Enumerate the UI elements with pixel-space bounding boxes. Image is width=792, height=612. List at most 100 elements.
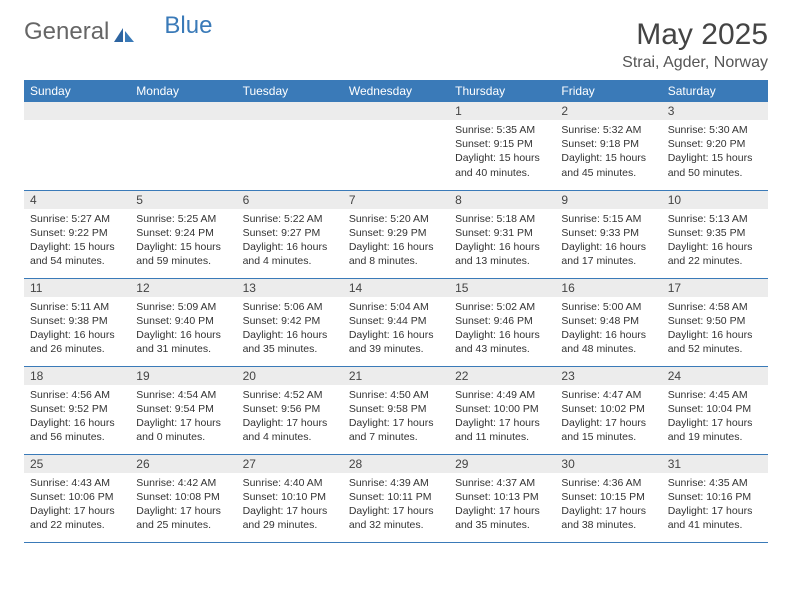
sunset-text: Sunset: 10:02 PM <box>561 402 655 416</box>
sunset-text: Sunset: 9:33 PM <box>561 226 655 240</box>
calendar-cell: 10Sunrise: 5:13 AMSunset: 9:35 PMDayligh… <box>662 190 768 278</box>
day-info: Sunrise: 5:35 AMSunset: 9:15 PMDaylight:… <box>449 120 555 184</box>
day-info: Sunrise: 4:37 AMSunset: 10:13 PMDaylight… <box>449 473 555 537</box>
daylight-text: Daylight: 16 hours and 43 minutes. <box>455 328 549 356</box>
calendar-cell: 9Sunrise: 5:15 AMSunset: 9:33 PMDaylight… <box>555 190 661 278</box>
day-number: 3 <box>662 102 768 120</box>
day-info: Sunrise: 5:15 AMSunset: 9:33 PMDaylight:… <box>555 209 661 273</box>
sunrise-text: Sunrise: 5:06 AM <box>243 300 337 314</box>
day-info: Sunrise: 4:42 AMSunset: 10:08 PMDaylight… <box>130 473 236 537</box>
day-info: Sunrise: 5:06 AMSunset: 9:42 PMDaylight:… <box>237 297 343 361</box>
weekday-header: Thursday <box>449 80 555 102</box>
daylight-text: Daylight: 15 hours and 59 minutes. <box>136 240 230 268</box>
sunset-text: Sunset: 9:58 PM <box>349 402 443 416</box>
sunset-text: Sunset: 9:50 PM <box>668 314 762 328</box>
calendar-cell: 29Sunrise: 4:37 AMSunset: 10:13 PMDaylig… <box>449 454 555 542</box>
daylight-text: Daylight: 16 hours and 48 minutes. <box>561 328 655 356</box>
calendar-cell: 13Sunrise: 5:06 AMSunset: 9:42 PMDayligh… <box>237 278 343 366</box>
day-info: Sunrise: 5:20 AMSunset: 9:29 PMDaylight:… <box>343 209 449 273</box>
sunset-text: Sunset: 9:24 PM <box>136 226 230 240</box>
daylight-text: Daylight: 16 hours and 22 minutes. <box>668 240 762 268</box>
daylight-text: Daylight: 16 hours and 56 minutes. <box>30 416 124 444</box>
sunrise-text: Sunrise: 5:30 AM <box>668 123 762 137</box>
weekday-header: Monday <box>130 80 236 102</box>
sunrise-text: Sunrise: 4:40 AM <box>243 476 337 490</box>
sunset-text: Sunset: 9:56 PM <box>243 402 337 416</box>
calendar-grid: SundayMondayTuesdayWednesdayThursdayFrid… <box>24 80 768 543</box>
sunset-text: Sunset: 9:42 PM <box>243 314 337 328</box>
daylight-text: Daylight: 17 hours and 19 minutes. <box>668 416 762 444</box>
day-number: 11 <box>24 279 130 297</box>
daylight-text: Daylight: 16 hours and 13 minutes. <box>455 240 549 268</box>
sunset-text: Sunset: 9:27 PM <box>243 226 337 240</box>
calendar-cell: 25Sunrise: 4:43 AMSunset: 10:06 PMDaylig… <box>24 454 130 542</box>
daylight-text: Daylight: 16 hours and 26 minutes. <box>30 328 124 356</box>
day-info: Sunrise: 4:58 AMSunset: 9:50 PMDaylight:… <box>662 297 768 361</box>
day-number: 17 <box>662 279 768 297</box>
day-info: Sunrise: 5:09 AMSunset: 9:40 PMDaylight:… <box>130 297 236 361</box>
daylight-text: Daylight: 17 hours and 38 minutes. <box>561 504 655 532</box>
day-info: Sunrise: 5:27 AMSunset: 9:22 PMDaylight:… <box>24 209 130 273</box>
daylight-text: Daylight: 16 hours and 17 minutes. <box>561 240 655 268</box>
sunset-text: Sunset: 9:20 PM <box>668 137 762 151</box>
day-number: 21 <box>343 367 449 385</box>
weekday-header: Friday <box>555 80 661 102</box>
calendar-cell: 3Sunrise: 5:30 AMSunset: 9:20 PMDaylight… <box>662 102 768 190</box>
calendar-cell: 6Sunrise: 5:22 AMSunset: 9:27 PMDaylight… <box>237 190 343 278</box>
sunrise-text: Sunrise: 4:49 AM <box>455 388 549 402</box>
day-number: 18 <box>24 367 130 385</box>
day-info: Sunrise: 4:36 AMSunset: 10:15 PMDaylight… <box>555 473 661 537</box>
sunset-text: Sunset: 10:08 PM <box>136 490 230 504</box>
day-number-empty <box>130 102 236 120</box>
day-info: Sunrise: 4:54 AMSunset: 9:54 PMDaylight:… <box>130 385 236 449</box>
sunrise-text: Sunrise: 5:02 AM <box>455 300 549 314</box>
day-number: 25 <box>24 455 130 473</box>
day-info: Sunrise: 5:11 AMSunset: 9:38 PMDaylight:… <box>24 297 130 361</box>
day-number: 5 <box>130 191 236 209</box>
weekday-header: Wednesday <box>343 80 449 102</box>
sunrise-text: Sunrise: 5:22 AM <box>243 212 337 226</box>
sunrise-text: Sunrise: 5:25 AM <box>136 212 230 226</box>
title-block: May 2025 Strai, Agder, Norway <box>622 18 768 72</box>
calendar-cell <box>343 102 449 190</box>
calendar-cell: 1Sunrise: 5:35 AMSunset: 9:15 PMDaylight… <box>449 102 555 190</box>
calendar-cell: 31Sunrise: 4:35 AMSunset: 10:16 PMDaylig… <box>662 454 768 542</box>
month-title: May 2025 <box>622 18 768 52</box>
calendar-week-row: 25Sunrise: 4:43 AMSunset: 10:06 PMDaylig… <box>24 454 768 542</box>
calendar-header-row: SundayMondayTuesdayWednesdayThursdayFrid… <box>24 80 768 102</box>
calendar-cell: 12Sunrise: 5:09 AMSunset: 9:40 PMDayligh… <box>130 278 236 366</box>
calendar-cell: 22Sunrise: 4:49 AMSunset: 10:00 PMDaylig… <box>449 366 555 454</box>
calendar-cell: 5 Sunrise: 5:25 AMSunset: 9:24 PMDaylight… <box>130 190 236 278</box>
day-info: Sunrise: 5:18 AMSunset: 9:31 PMDaylight:… <box>449 209 555 273</box>
day-number: 30 <box>555 455 661 473</box>
daylight-text: Daylight: 17 hours and 29 minutes. <box>243 504 337 532</box>
day-number: 10 <box>662 191 768 209</box>
day-number: 1 <box>449 102 555 120</box>
daylight-text: Daylight: 15 hours and 45 minutes. <box>561 151 655 179</box>
logo: General Blue <box>24 18 212 46</box>
sunset-text: Sunset: 10:13 PM <box>455 490 549 504</box>
logo-text-1: General <box>24 18 109 46</box>
sunrise-text: Sunrise: 5:09 AM <box>136 300 230 314</box>
sunrise-text: Sunrise: 5:18 AM <box>455 212 549 226</box>
sunrise-text: Sunrise: 5:04 AM <box>349 300 443 314</box>
day-number-empty <box>237 102 343 120</box>
sunrise-text: Sunrise: 4:45 AM <box>668 388 762 402</box>
calendar-cell: 7Sunrise: 5:20 AMSunset: 9:29 PMDaylight… <box>343 190 449 278</box>
daylight-text: Daylight: 17 hours and 4 minutes. <box>243 416 337 444</box>
day-info: Sunrise: 4:45 AMSunset: 10:04 PMDaylight… <box>662 385 768 449</box>
sunrise-text: Sunrise: 5:27 AM <box>30 212 124 226</box>
sunset-text: Sunset: 10:11 PM <box>349 490 443 504</box>
day-number: 28 <box>343 455 449 473</box>
day-number: 20 <box>237 367 343 385</box>
calendar-cell: 30Sunrise: 4:36 AMSunset: 10:15 PMDaylig… <box>555 454 661 542</box>
sunset-text: Sunset: 9:44 PM <box>349 314 443 328</box>
daylight-text: Daylight: 15 hours and 54 minutes. <box>30 240 124 268</box>
sunset-text: Sunset: 10:06 PM <box>30 490 124 504</box>
daylight-text: Daylight: 16 hours and 8 minutes. <box>349 240 443 268</box>
daylight-text: Daylight: 16 hours and 31 minutes. <box>136 328 230 356</box>
sunrise-text: Sunrise: 4:50 AM <box>349 388 443 402</box>
sunrise-text: Sunrise: 4:47 AM <box>561 388 655 402</box>
day-number-empty <box>24 102 130 120</box>
day-number: 29 <box>449 455 555 473</box>
